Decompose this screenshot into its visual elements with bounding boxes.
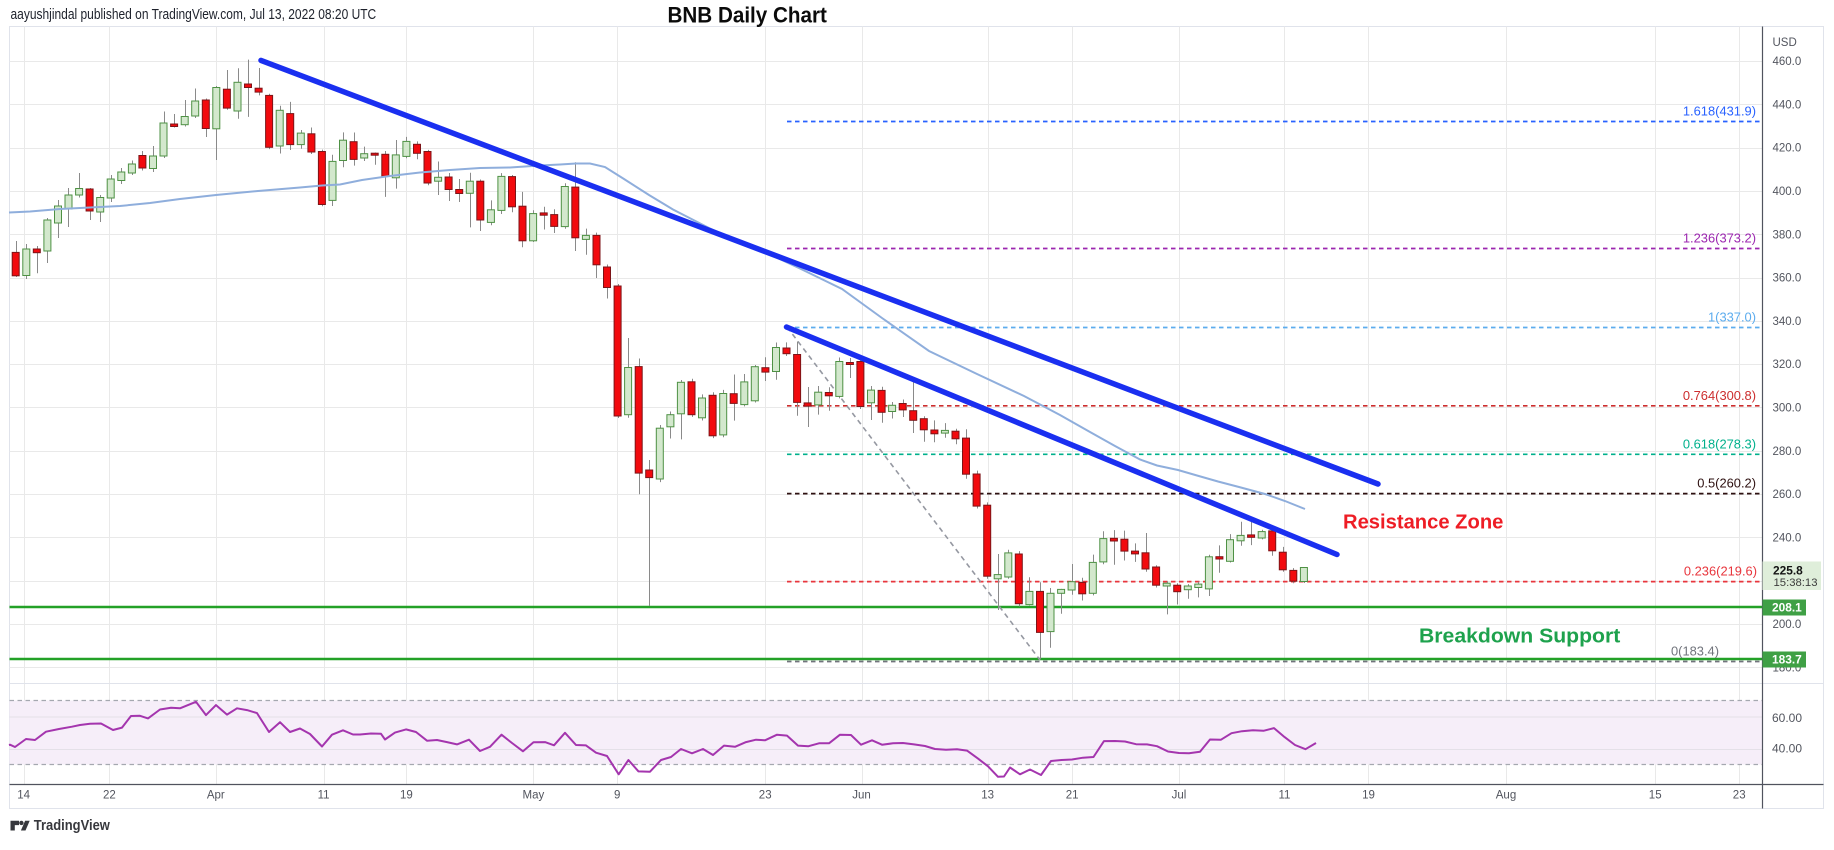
svg-text:0.618(278.3): 0.618(278.3) <box>1683 436 1756 451</box>
svg-text:0(183.4): 0(183.4) <box>1671 644 1719 659</box>
svg-text:40.00: 40.00 <box>1772 742 1802 756</box>
svg-text:Apr: Apr <box>207 790 225 802</box>
svg-text:280.0: 280.0 <box>1773 446 1802 458</box>
svg-text:21: 21 <box>1066 790 1079 802</box>
svg-text:Jun: Jun <box>852 790 871 802</box>
svg-text:320.0: 320.0 <box>1773 359 1802 371</box>
svg-text:420.0: 420.0 <box>1773 143 1802 155</box>
svg-text:1.618(431.9): 1.618(431.9) <box>1683 104 1756 119</box>
svg-text:19: 19 <box>400 790 413 802</box>
svg-text:440.0: 440.0 <box>1773 99 1802 111</box>
svg-text:9: 9 <box>614 790 620 802</box>
svg-text:240.0: 240.0 <box>1773 532 1802 544</box>
svg-text:23: 23 <box>1733 790 1746 802</box>
svg-text:300.0: 300.0 <box>1773 403 1802 415</box>
svg-text:19: 19 <box>1362 790 1375 802</box>
svg-text:1(337.0): 1(337.0) <box>1708 310 1756 325</box>
svg-text:183.7: 183.7 <box>1772 653 1802 667</box>
svg-text:460.0: 460.0 <box>1773 56 1802 68</box>
svg-text:May: May <box>523 790 545 802</box>
svg-text:0.764(300.8): 0.764(300.8) <box>1683 388 1756 403</box>
svg-text:11: 11 <box>318 790 330 802</box>
svg-text:BNB Daily Chart: BNB Daily Chart <box>668 1 827 27</box>
svg-text:22: 22 <box>103 790 116 802</box>
svg-text:14: 14 <box>17 790 30 802</box>
svg-text:380.0: 380.0 <box>1773 229 1802 241</box>
svg-text:13: 13 <box>981 790 994 802</box>
svg-text:Breakdown Support: Breakdown Support <box>1419 625 1620 647</box>
svg-text:TradingView: TradingView <box>34 817 110 833</box>
svg-text:208.1: 208.1 <box>1772 601 1802 615</box>
svg-text:0.236(219.6): 0.236(219.6) <box>1684 564 1757 579</box>
svg-text:11: 11 <box>1279 790 1291 802</box>
svg-text:225.8: 225.8 <box>1773 564 1803 578</box>
svg-text:23: 23 <box>759 790 772 802</box>
svg-text:Resistance Zone: Resistance Zone <box>1343 511 1503 533</box>
svg-text:260.0: 260.0 <box>1773 489 1802 501</box>
svg-text:360.0: 360.0 <box>1773 273 1802 285</box>
svg-text:340.0: 340.0 <box>1773 316 1802 328</box>
svg-text:USD: USD <box>1773 37 1797 49</box>
svg-text:Aug: Aug <box>1496 790 1516 802</box>
svg-text:15: 15 <box>1649 790 1662 802</box>
svg-text:0.5(260.2): 0.5(260.2) <box>1697 476 1756 491</box>
svg-text:1.236(373.2): 1.236(373.2) <box>1683 231 1756 246</box>
svg-text:Jul: Jul <box>1172 790 1187 802</box>
svg-text:60.00: 60.00 <box>1772 711 1802 725</box>
svg-text:400.0: 400.0 <box>1773 186 1802 198</box>
svg-text:15:38:13: 15:38:13 <box>1774 577 1818 589</box>
svg-text:200.0: 200.0 <box>1773 619 1802 631</box>
svg-text:aayushjindal published on Trad: aayushjindal published on TradingView.co… <box>11 5 377 22</box>
